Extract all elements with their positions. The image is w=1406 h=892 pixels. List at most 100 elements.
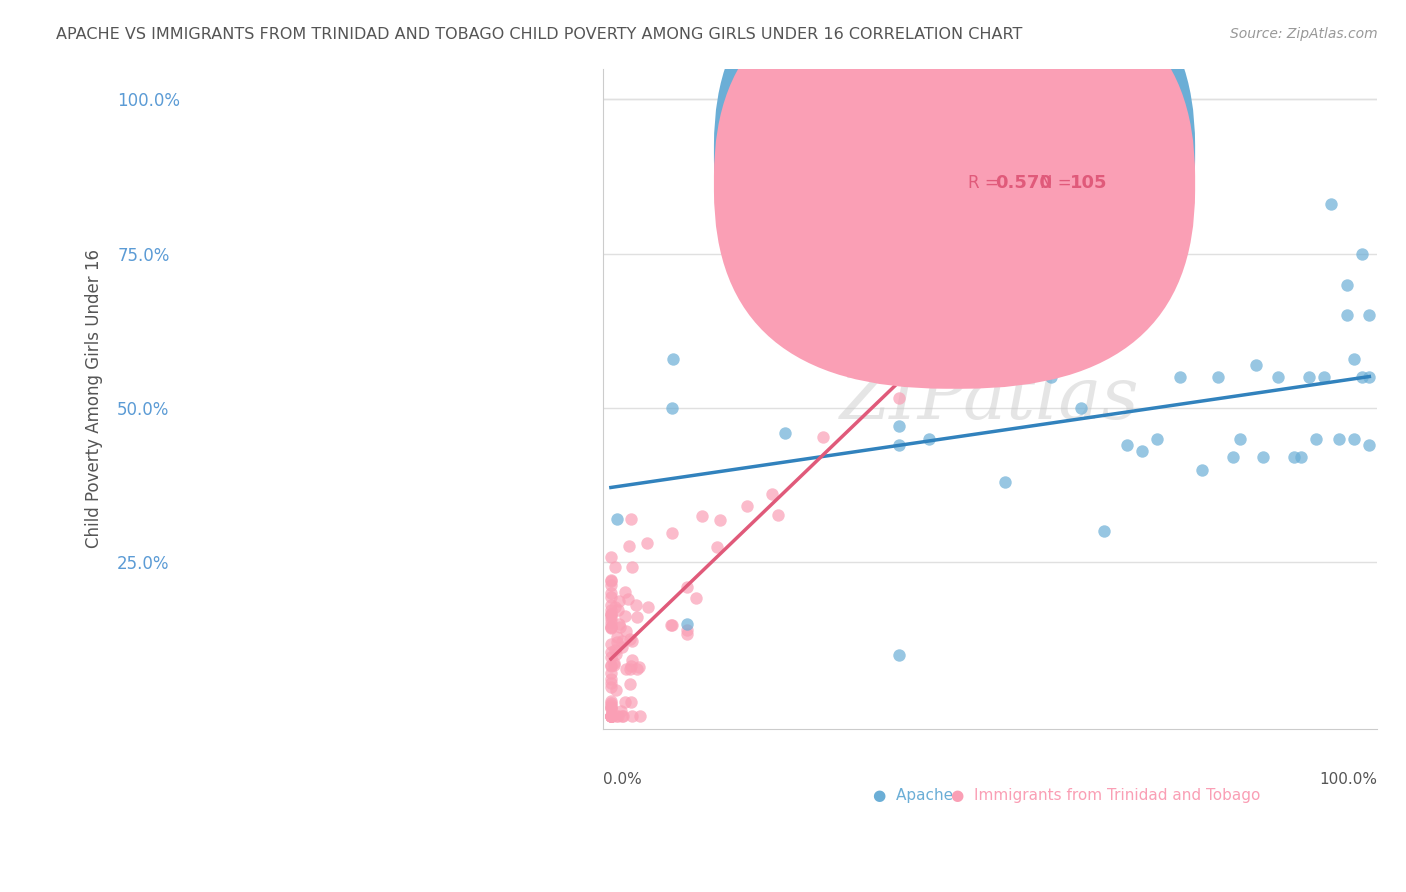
Point [979,277,1001,292]
Point [620,560,643,574]
Point [1070,401,1092,415]
Point [606,512,628,526]
Point [1092,524,1115,539]
Point [627,660,650,674]
Point [617,540,640,554]
Point [605,647,627,661]
Point [887,648,910,662]
Text: 0.0%: 0.0% [603,772,643,787]
Point [1358,370,1381,384]
Point [599,680,621,694]
Point [599,598,621,612]
Point [599,709,621,723]
Point [599,608,621,623]
Text: 0.231: 0.231 [995,142,1053,160]
Point [661,618,683,632]
Point [607,709,630,723]
Point [1351,246,1374,260]
Point [605,709,627,723]
Point [620,659,643,673]
Text: 105: 105 [1070,174,1108,192]
Text: 0.570: 0.570 [995,174,1053,192]
Text: 44: 44 [1070,142,1095,160]
Text: 100.0%: 100.0% [1319,772,1376,787]
Point [761,487,783,501]
Point [1358,309,1381,323]
FancyBboxPatch shape [714,0,1195,389]
Text: ●  Apache: ● Apache [873,789,953,804]
Point [612,709,634,723]
Point [599,672,621,686]
Point [813,430,835,444]
Point [612,709,634,723]
Point [599,603,621,617]
Point [614,584,637,599]
Point [599,666,621,681]
Point [1313,370,1336,384]
Point [661,401,683,415]
Point [610,704,633,718]
Point [620,695,643,709]
Point [637,600,659,615]
Point [599,709,621,723]
Point [599,658,621,673]
Y-axis label: Child Poverty Among Girls Under 16: Child Poverty Among Girls Under 16 [86,249,103,549]
Point [887,419,910,434]
Point [599,549,621,564]
Point [599,612,621,626]
Point [603,642,626,657]
Point [675,580,697,594]
Point [606,630,628,644]
Text: Source: ZipAtlas.com: Source: ZipAtlas.com [1230,27,1378,41]
Point [621,653,644,667]
Point [620,512,643,526]
Point [599,578,621,592]
Point [599,607,621,622]
Point [1054,285,1077,300]
Point [612,640,634,654]
Point [1327,432,1350,446]
Point [599,675,621,690]
Point [605,683,627,698]
Point [1039,370,1062,384]
Point [599,616,621,631]
Point [949,370,972,384]
Point [599,701,621,715]
Point [599,698,621,713]
Point [610,633,633,648]
Point [626,662,648,676]
Point [614,662,637,676]
Point [607,594,630,608]
Point [599,699,621,714]
Point [617,592,640,607]
Point [865,309,887,323]
Point [614,624,637,639]
Point [690,508,713,523]
Point [1298,370,1320,384]
Text: ZIPatlas: ZIPatlas [841,363,1140,434]
Point [624,598,647,612]
Point [599,590,621,604]
Point [918,432,941,446]
Point [1282,450,1305,465]
Point [626,609,648,624]
Point [1244,358,1267,372]
Point [603,599,626,614]
Text: N =: N = [1040,142,1077,160]
Point [599,637,621,651]
Point [599,709,621,723]
Point [1017,239,1039,253]
Point [599,709,621,723]
Point [1017,339,1039,353]
Point [1351,370,1374,384]
Point [619,677,641,691]
Point [963,364,986,378]
Point [599,709,621,723]
Point [609,620,631,634]
Point [614,695,637,709]
Point [1343,432,1365,446]
Point [1251,450,1274,465]
Point [599,701,621,715]
Point [603,559,626,574]
Point [606,603,628,617]
